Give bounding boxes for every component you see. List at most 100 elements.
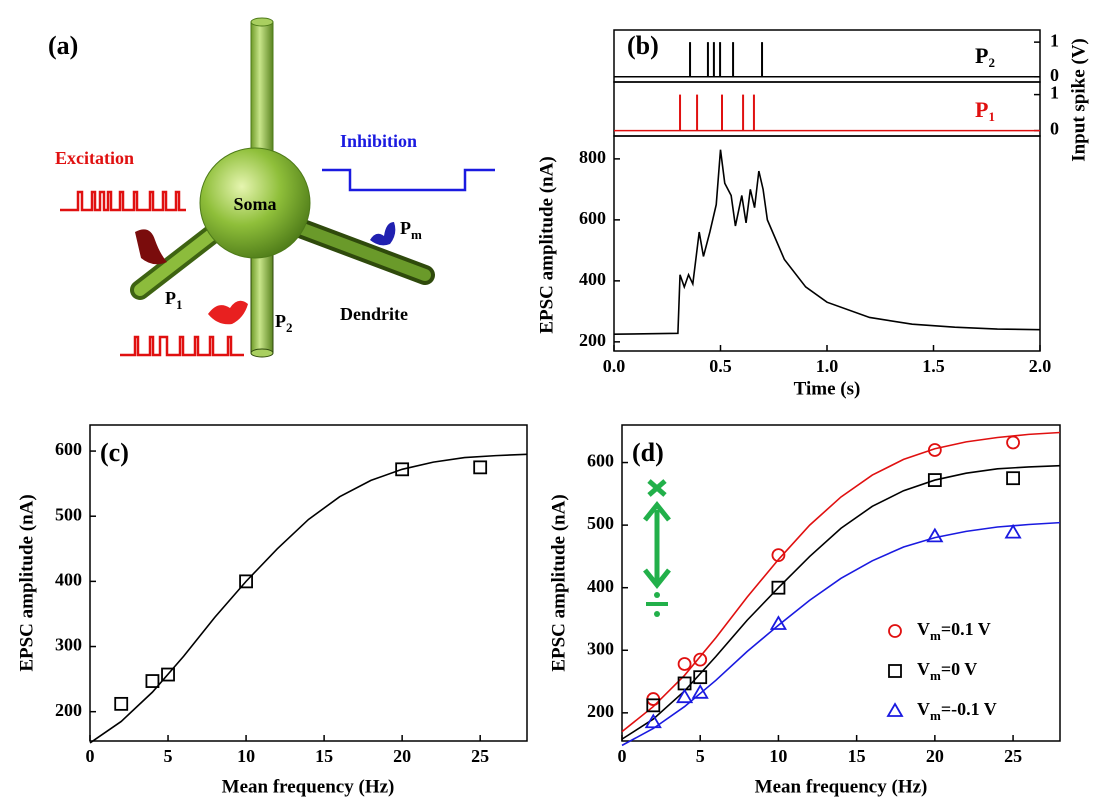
marker — [927, 473, 942, 487]
y-axis-label: EPSC amplitude (nA) — [548, 494, 569, 671]
inhibition-label: Inhibition — [340, 131, 417, 151]
marker — [644, 713, 662, 729]
line — [613, 149, 1041, 336]
subscript: m — [411, 227, 422, 242]
marker — [646, 698, 661, 713]
legend-label: Vm=0 V — [917, 659, 977, 683]
subscript: 1 — [176, 297, 183, 312]
panel-label: (c) — [100, 438, 129, 467]
marker — [926, 527, 944, 543]
dendrite-shape — [294, 222, 431, 281]
marker — [769, 615, 787, 630]
text-part: P — [975, 43, 988, 68]
legend-marker — [888, 664, 902, 678]
symbol — [654, 611, 660, 617]
y-axis-label: EPSC amplitude (nA) — [536, 156, 557, 333]
y-tick-label: 800 — [579, 147, 606, 167]
panel-label: (d) — [632, 438, 664, 467]
series-label: P2 — [975, 43, 995, 70]
soma-shape — [199, 147, 311, 259]
subscript: 2 — [286, 320, 293, 335]
subscript: 2 — [988, 55, 995, 70]
pm-label: Pm — [400, 218, 422, 242]
marker — [145, 674, 160, 688]
marker — [1004, 523, 1022, 539]
dendrite-shape — [134, 226, 221, 296]
y-tick-label: 1 — [1050, 30, 1059, 50]
marker — [473, 460, 488, 475]
spike-train — [120, 335, 244, 357]
x-tick-label: 1.5 — [922, 356, 945, 376]
x-tick-label: 5 — [164, 746, 173, 766]
text-part: =0.1 V — [941, 619, 991, 639]
legend-marker — [886, 702, 904, 717]
y-axis-label: EPSC amplitude (nA) — [16, 494, 37, 671]
marker — [239, 574, 253, 589]
symbol — [643, 500, 671, 522]
synapse — [208, 300, 248, 325]
fit-line — [621, 464, 1061, 740]
marker — [771, 548, 786, 563]
marker — [677, 657, 692, 671]
synapse — [370, 222, 396, 246]
y-tick-label: 200 — [55, 700, 82, 720]
text-part: P — [975, 97, 988, 122]
x-axis-label: Time (s) — [794, 378, 861, 399]
dendrite-end — [250, 348, 274, 358]
y-axis-label: Input spike (V) — [1068, 38, 1089, 162]
excitation-label: Excitation — [55, 148, 134, 168]
x-tick-label: 20 — [393, 746, 411, 766]
y-tick-label: 500 — [587, 513, 614, 533]
marker — [1006, 471, 1020, 486]
y-tick-label: 400 — [587, 576, 614, 596]
text-part: =-0.1 V — [941, 699, 997, 719]
marker — [1006, 435, 1020, 450]
subscript: m — [930, 708, 941, 723]
soma-label: Soma — [233, 194, 276, 214]
dendrite-label: Dendrite — [340, 304, 408, 324]
x-axis-label: Mean frequency (Hz) — [755, 776, 928, 797]
text-part: V — [917, 619, 930, 639]
y-tick-label: 1 — [1050, 83, 1059, 103]
y-tick-label: 400 — [55, 569, 82, 589]
y-tick-label: 200 — [579, 330, 606, 350]
y-tick-label: 0 — [1050, 65, 1059, 85]
p1-label: P1 — [165, 288, 183, 312]
symbol — [654, 592, 660, 598]
legend-label: Vm=-0.1 V — [917, 699, 997, 723]
x-tick-label: 15 — [848, 746, 866, 766]
legend-marker — [888, 624, 902, 638]
subscript: 1 — [988, 109, 995, 124]
dendrite-end — [250, 17, 274, 27]
y-tick-label: 600 — [55, 439, 82, 459]
x-tick-label: 2.0 — [1029, 356, 1052, 376]
y-tick-label: 400 — [579, 269, 606, 289]
inhibition-signal — [322, 168, 495, 192]
x-tick-label: 10 — [769, 746, 787, 766]
y-tick-label: 200 — [587, 701, 614, 721]
marker — [927, 443, 942, 457]
text-part: V — [917, 659, 930, 679]
marker — [676, 688, 694, 704]
marker — [771, 580, 786, 595]
x-tick-label: 0 — [618, 746, 627, 766]
x-tick-label: 0.5 — [709, 356, 732, 376]
spike-train — [60, 190, 186, 212]
panel-label: (b) — [627, 31, 659, 60]
fit-line — [89, 453, 528, 744]
text-part: P — [275, 311, 286, 331]
marker — [161, 667, 175, 682]
marker — [114, 696, 129, 711]
plot-frame — [621, 424, 1061, 742]
series-label: P1 — [975, 97, 995, 124]
marker — [395, 462, 410, 477]
x-tick-label: 10 — [237, 746, 255, 766]
synapse — [135, 229, 167, 265]
text-part: =0 V — [941, 659, 977, 679]
marker — [693, 670, 708, 685]
text-part: P — [400, 218, 411, 238]
subscript: m — [930, 668, 941, 683]
x-tick-label: 0.0 — [603, 356, 626, 376]
text-part: V — [917, 699, 930, 719]
